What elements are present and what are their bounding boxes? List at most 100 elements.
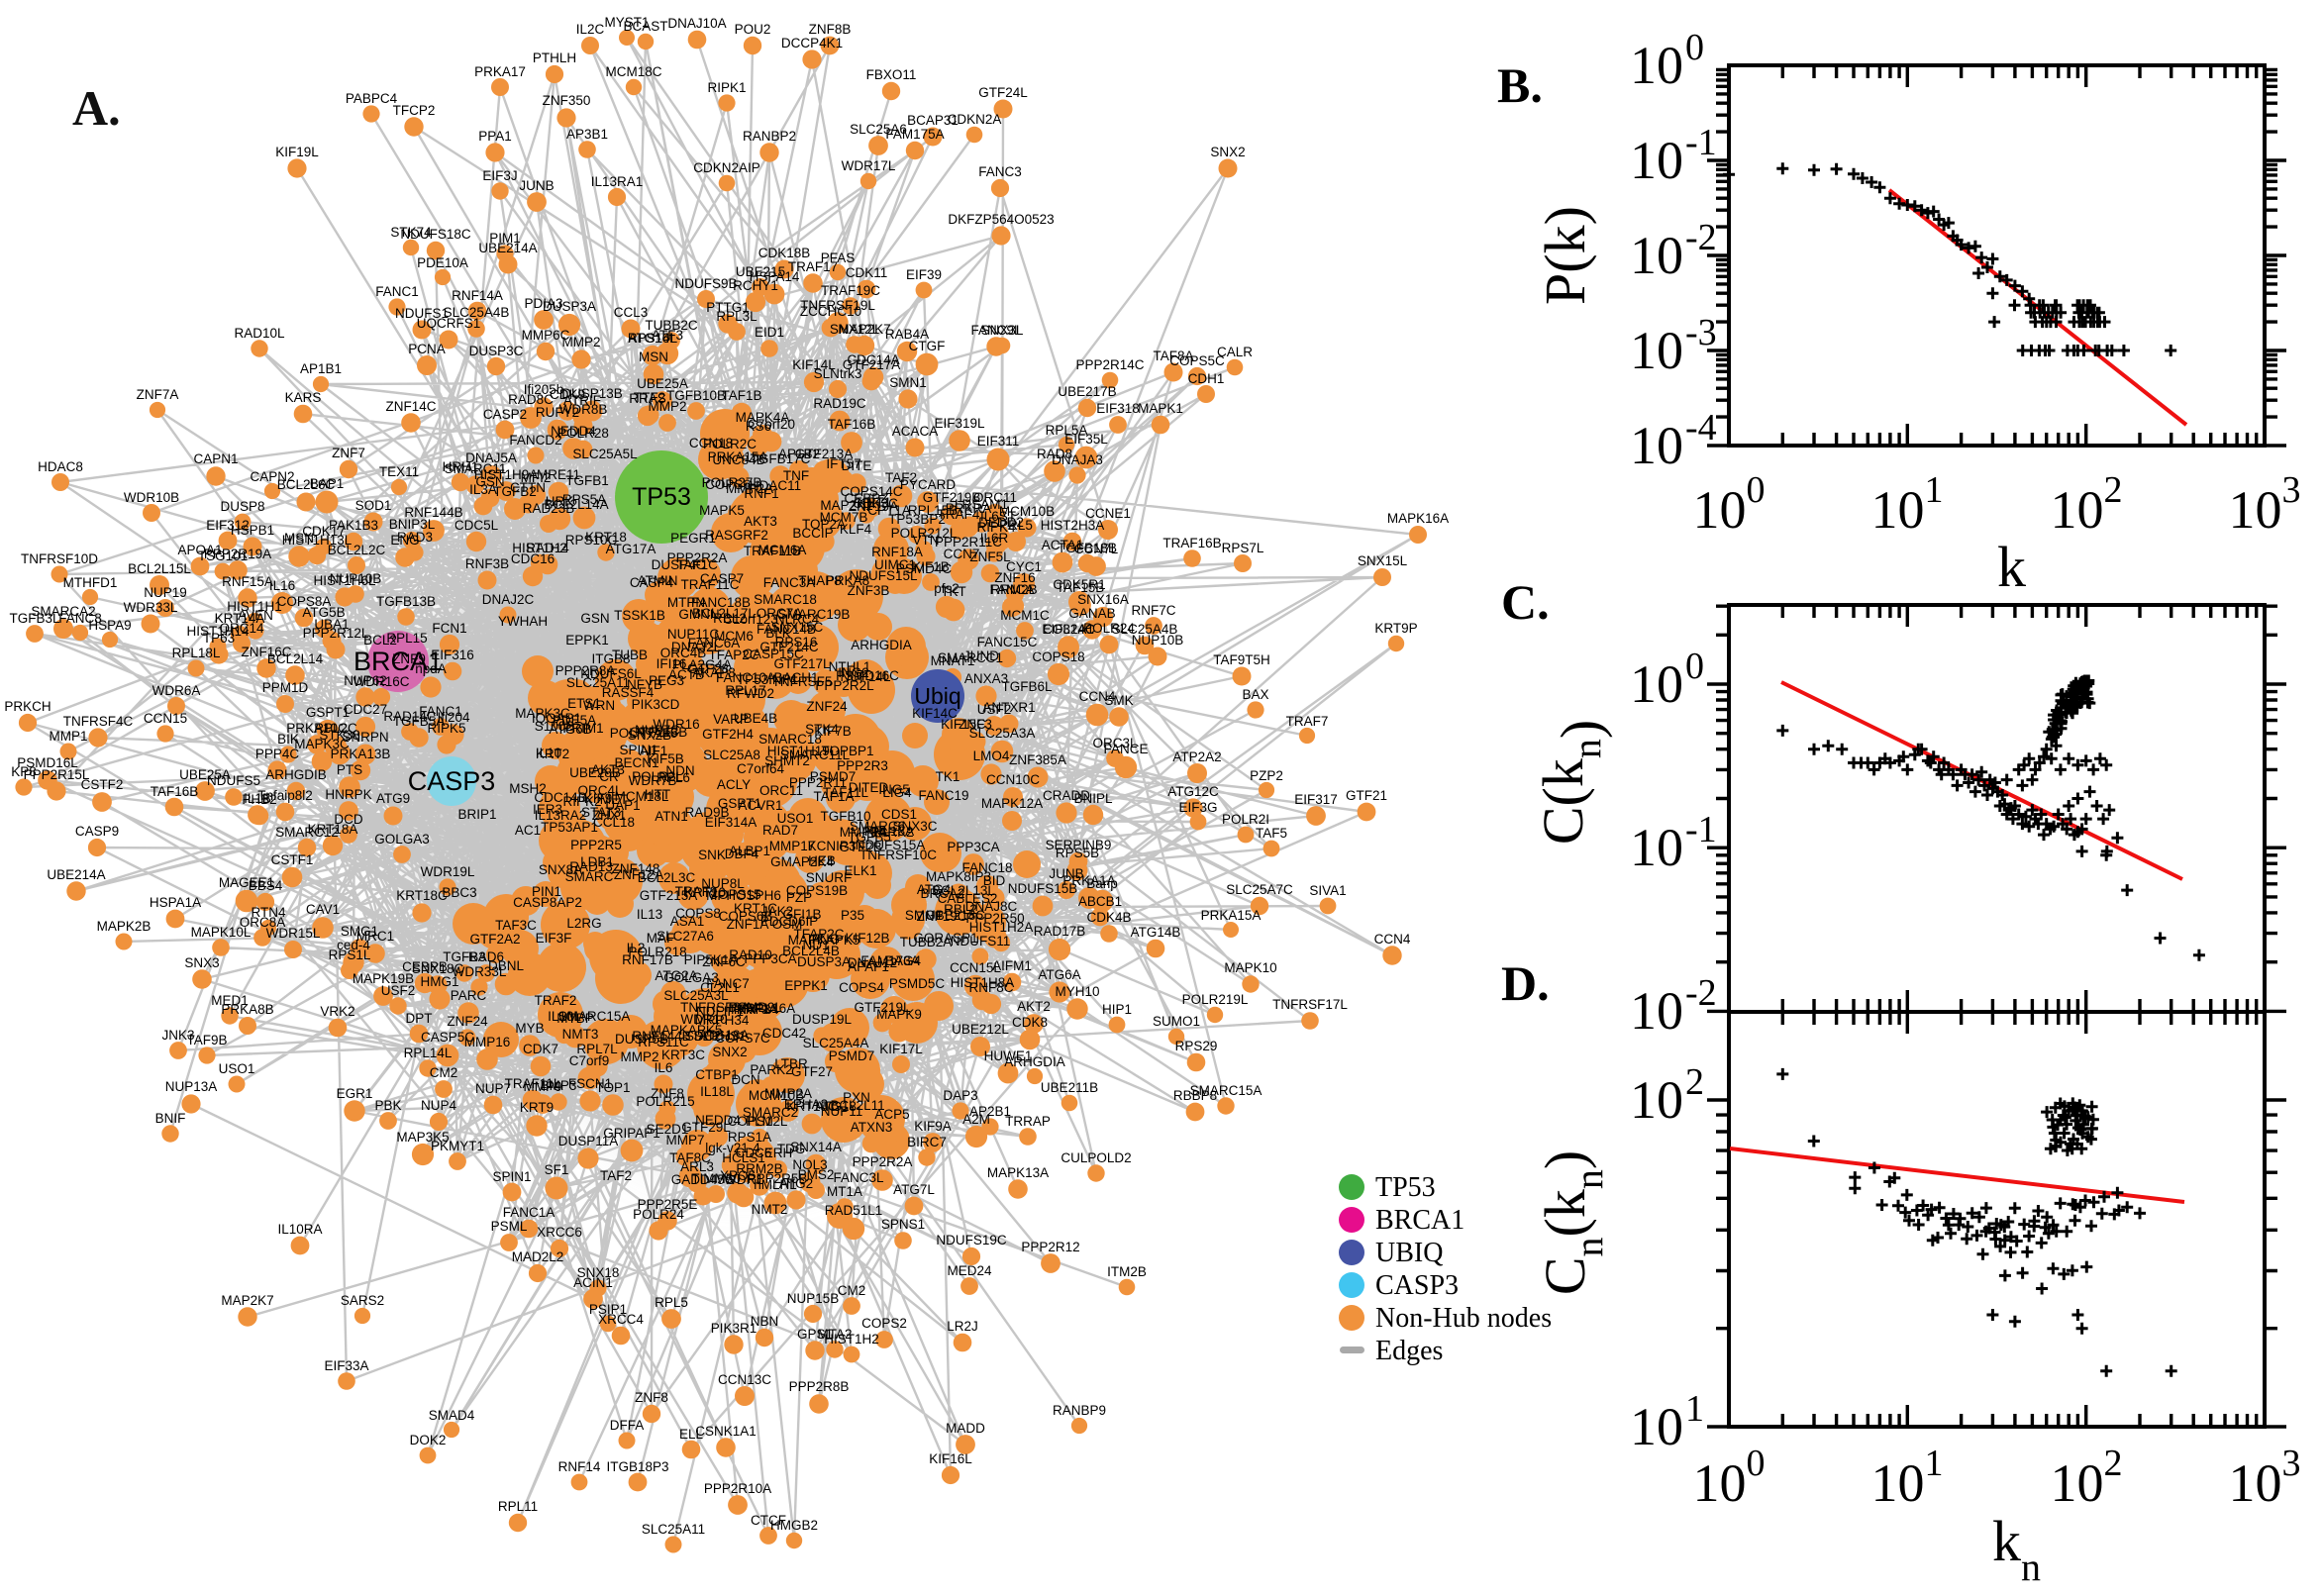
svg-text:PPP4C: PPP4C	[255, 747, 300, 761]
svg-text:RTN4: RTN4	[251, 905, 286, 920]
svg-text:SMARC15A: SMARC15A	[558, 1009, 631, 1024]
svg-text:VRK2: VRK2	[320, 1004, 354, 1019]
svg-text:MAPKAPK5: MAPKAPK5	[651, 1023, 723, 1038]
svg-text:PPP3CA: PPP3CA	[947, 840, 999, 854]
svg-text:PZP: PZP	[786, 890, 812, 905]
svg-text:HIST1H1: HIST1H1	[227, 599, 282, 614]
svg-text:JAK2: JAK2	[761, 904, 793, 919]
svg-text:P35: P35	[841, 908, 864, 923]
svg-text:PEGR1: PEGR1	[670, 531, 716, 546]
svg-text:LIG4: LIG4	[882, 785, 912, 800]
svg-text:STK74: STK74	[390, 225, 432, 240]
svg-text:TOP1: TOP1	[595, 1080, 630, 1095]
svg-text:CCN7L: CCN7L	[1074, 542, 1119, 556]
svg-text:TRAF11L: TRAF11L	[505, 1076, 561, 1091]
svg-text:POLR28: POLR28	[557, 426, 609, 441]
svg-text:TNFRSF19L: TNFRSF19L	[800, 298, 875, 313]
svg-text:A.: A.	[72, 80, 121, 136]
svg-text:PIM1: PIM1	[489, 231, 521, 246]
svg-text:PSMD5C: PSMD5C	[889, 976, 946, 991]
svg-text:RNF7C: RNF7C	[1131, 603, 1175, 618]
svg-text:SNX2: SNX2	[712, 1045, 747, 1059]
svg-text:TUBB2C: TUBB2C	[645, 318, 698, 333]
svg-text:FANC3L: FANC3L	[833, 1170, 884, 1185]
svg-text:RPS5A: RPS5A	[562, 492, 606, 507]
svg-text:GTF29L: GTF29L	[681, 1120, 731, 1135]
svg-text:RNF18A: RNF18A	[871, 545, 923, 559]
svg-text:CAPN2: CAPN2	[250, 469, 294, 484]
svg-text:HDAC11: HDAC11	[750, 478, 801, 493]
svg-text:10: 10	[1630, 131, 1683, 190]
svg-text:FAM173A: FAM173A	[860, 953, 919, 968]
svg-text:PRIM1: PRIM1	[562, 721, 603, 736]
svg-text:MTPN: MTPN	[667, 595, 705, 610]
svg-text:SMN1: SMN1	[889, 375, 927, 390]
svg-text:TAF9T5H: TAF9T5H	[1213, 652, 1270, 667]
svg-text:MAPK2B: MAPK2B	[97, 919, 152, 934]
svg-text:GTF24L: GTF24L	[978, 85, 1028, 100]
svg-text:MYST1: MYST1	[604, 15, 649, 30]
svg-text:PPP2R3: PPP2R3	[837, 758, 888, 773]
svg-text:PRKA10C: PRKA10C	[286, 721, 348, 736]
svg-text:ORC3L: ORC3L	[1092, 736, 1138, 750]
svg-text:TOPBP1: TOPBP1	[821, 744, 873, 758]
svg-text:FANC14B: FANC14B	[757, 622, 816, 637]
svg-text:TNFRSF4C: TNFRSF4C	[63, 714, 134, 729]
svg-text:npdA: npdA	[415, 661, 447, 676]
svg-text:CSTF2: CSTF2	[81, 777, 124, 792]
svg-text:SUMO1: SUMO1	[1153, 1014, 1200, 1029]
svg-text:DFFA: DFFA	[610, 1418, 645, 1433]
svg-text:SMARC12: SMARC12	[275, 825, 339, 840]
svg-text:NEDD4: NEDD4	[551, 424, 596, 439]
svg-text:DUSP3C: DUSP3C	[469, 344, 524, 358]
svg-text:UBE215: UBE215	[736, 264, 785, 279]
svg-text:-4: -4	[1685, 407, 1717, 449]
svg-text:DNAJ2C: DNAJ2C	[482, 592, 535, 607]
svg-text:TFCP2: TFCP2	[393, 103, 436, 118]
svg-text:POLR2C: POLR2C	[703, 437, 757, 451]
svg-text:CTTN: CTTN	[510, 480, 546, 495]
svg-text:JUNB: JUNB	[1049, 866, 1083, 881]
svg-text:TAF15B: TAF15B	[1057, 580, 1105, 595]
svg-text:PPP2R5: PPP2R5	[570, 838, 622, 852]
svg-text:EIF3J: EIF3J	[482, 168, 517, 183]
svg-text:SMARC11: SMARC11	[445, 461, 507, 476]
svg-text:DUSP19L: DUSP19L	[792, 1012, 853, 1027]
svg-text:ORC4L: ORC4L	[577, 783, 623, 798]
svg-text:RNF14A: RNF14A	[452, 288, 503, 303]
svg-text:TGFB5A: TGFB5A	[393, 714, 446, 729]
svg-text:SNX12L: SNX12L	[830, 322, 880, 337]
svg-text:MADD: MADD	[946, 1421, 985, 1436]
svg-text:RASSF4: RASSF4	[602, 685, 655, 700]
svg-text:FBXO11: FBXO11	[866, 67, 917, 82]
svg-text:NOL3: NOL3	[792, 1157, 827, 1172]
svg-text:FANC1: FANC1	[419, 704, 462, 719]
svg-text:BCL2L2C: BCL2L2C	[328, 543, 386, 557]
svg-text:AKT2: AKT2	[1017, 999, 1051, 1014]
svg-text:NUP10B: NUP10B	[330, 571, 382, 586]
svg-text:MCM7B: MCM7B	[820, 510, 868, 525]
svg-text:PPA1: PPA1	[478, 129, 512, 144]
svg-text:Non-Hub nodes: Non-Hub nodes	[1375, 1303, 1552, 1334]
svg-text:ZNF8: ZNF8	[651, 1086, 684, 1101]
svg-text:10: 10	[1630, 981, 1683, 1041]
svg-text:APAF1: APAF1	[848, 959, 889, 974]
svg-text:SMARC6: SMARC6	[850, 819, 905, 834]
svg-text:MAPK1: MAPK1	[1138, 401, 1183, 416]
svg-text:TGFB6L: TGFB6L	[1001, 679, 1053, 694]
svg-text:RPL3L: RPL3L	[716, 309, 758, 324]
svg-text:PRKA15A: PRKA15A	[1201, 908, 1262, 923]
svg-text:FSCN1: FSCN1	[568, 1076, 612, 1091]
svg-text:ACP5: ACP5	[874, 1107, 909, 1122]
svg-text:BCAST: BCAST	[623, 19, 667, 34]
svg-text:Ifi204: Ifi204	[437, 710, 470, 725]
svg-text:SNX3C: SNX3C	[892, 819, 937, 834]
svg-text:DNAJ5A: DNAJ5A	[465, 450, 517, 465]
svg-text:HSPA1A: HSPA1A	[150, 895, 201, 910]
svg-text:WDR19L: WDR19L	[421, 864, 475, 879]
svg-text:RAD19C: RAD19C	[813, 396, 866, 411]
svg-text:RAD14C: RAD14C	[383, 709, 437, 724]
svg-text:MAP2K1: MAP2K1	[820, 498, 872, 513]
svg-text:POLR219L: POLR219L	[1182, 992, 1249, 1007]
svg-text:SNX14A: SNX14A	[790, 1140, 842, 1154]
